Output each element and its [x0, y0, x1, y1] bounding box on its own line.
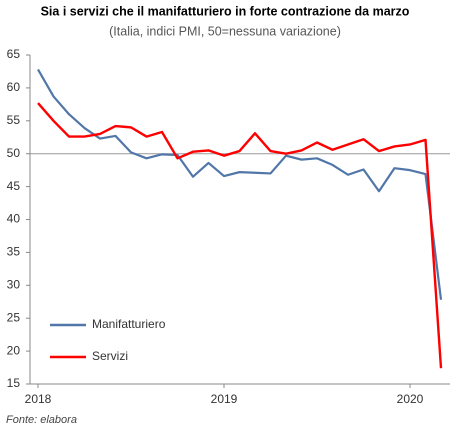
series-line: [37, 102, 443, 369]
x-tick-label: 2020: [397, 392, 424, 406]
y-tick-label: 30: [7, 277, 21, 291]
legend-label: Servizi: [92, 349, 128, 363]
y-tick-label: 25: [7, 310, 21, 324]
chart-title: Sia i servizi che il manifatturiero in f…: [41, 4, 410, 18]
y-tick-label: 20: [7, 343, 21, 357]
y-tick-label: 55: [7, 113, 21, 127]
y-tick-label: 45: [7, 179, 21, 193]
source: Fonte: elabora: [6, 414, 77, 426]
y-tick-label: 15: [7, 376, 21, 390]
y-tick-label: 60: [7, 80, 21, 94]
x-tick-label: 2019: [211, 392, 238, 406]
legend-label: Manifatturiero: [92, 317, 166, 331]
y-tick-label: 35: [7, 245, 21, 259]
x-tick-label: 2018: [25, 392, 52, 406]
series-line: [37, 68, 443, 300]
chart-subtitle: (Italia, indici PMI, 50=nessuna variazio…: [109, 24, 341, 38]
y-tick-label: 40: [7, 212, 21, 226]
y-tick-label: 50: [7, 146, 21, 160]
y-tick-label: 65: [7, 47, 21, 61]
